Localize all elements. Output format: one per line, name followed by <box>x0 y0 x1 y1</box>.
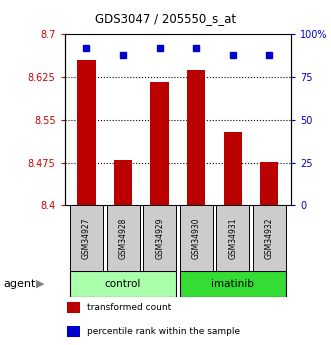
Bar <box>77 60 96 205</box>
Text: GSM34930: GSM34930 <box>192 217 201 259</box>
Text: GSM34932: GSM34932 <box>265 217 274 259</box>
Text: GSM34927: GSM34927 <box>82 217 91 259</box>
Bar <box>253 205 286 271</box>
Bar <box>107 205 139 271</box>
Bar <box>143 205 176 271</box>
Bar <box>151 82 169 205</box>
Bar <box>180 205 213 271</box>
Text: control: control <box>105 279 141 289</box>
Bar <box>180 271 286 297</box>
Text: agent: agent <box>3 279 36 289</box>
Bar <box>70 271 176 297</box>
Text: transformed count: transformed count <box>87 303 171 312</box>
Bar <box>67 302 80 313</box>
Bar <box>67 326 80 337</box>
Text: GSM34929: GSM34929 <box>155 217 164 259</box>
Bar <box>224 132 242 205</box>
Text: ▶: ▶ <box>35 279 44 289</box>
Text: percentile rank within the sample: percentile rank within the sample <box>87 327 240 336</box>
Bar <box>187 70 205 205</box>
Text: GDS3047 / 205550_s_at: GDS3047 / 205550_s_at <box>95 12 236 25</box>
Text: GSM34928: GSM34928 <box>118 217 127 259</box>
Bar <box>260 162 278 205</box>
Bar <box>216 205 249 271</box>
Text: GSM34931: GSM34931 <box>228 217 237 259</box>
Bar <box>70 205 103 271</box>
Text: imatinib: imatinib <box>211 279 254 289</box>
Bar <box>114 160 132 205</box>
